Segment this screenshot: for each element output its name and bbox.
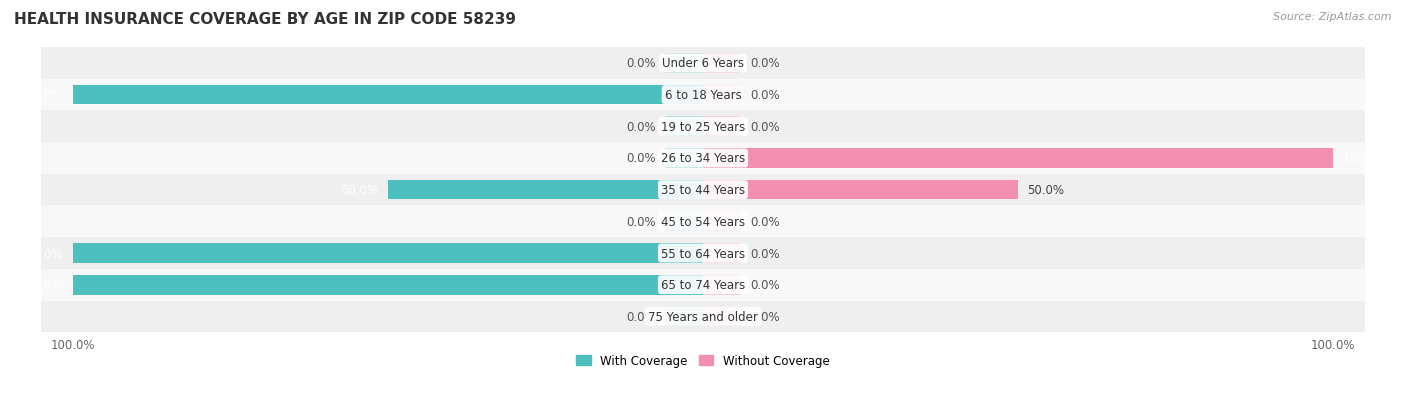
Bar bbox=[703, 244, 741, 263]
Text: 0.0%: 0.0% bbox=[751, 215, 780, 228]
Text: 55 to 64 Years: 55 to 64 Years bbox=[661, 247, 745, 260]
Bar bbox=[41, 206, 1365, 237]
Bar bbox=[703, 117, 741, 137]
Bar bbox=[665, 117, 703, 137]
Text: 50.0%: 50.0% bbox=[1028, 184, 1064, 197]
Bar bbox=[665, 212, 703, 232]
Bar bbox=[665, 180, 703, 200]
Bar bbox=[388, 180, 703, 200]
Text: 0.0%: 0.0% bbox=[626, 215, 655, 228]
Bar bbox=[73, 85, 703, 105]
Text: 100.0%: 100.0% bbox=[18, 278, 63, 292]
Text: 35 to 44 Years: 35 to 44 Years bbox=[661, 184, 745, 197]
Bar bbox=[41, 80, 1365, 111]
Bar bbox=[703, 180, 741, 200]
Bar bbox=[703, 307, 741, 326]
Text: 65 to 74 Years: 65 to 74 Years bbox=[661, 278, 745, 292]
Bar bbox=[41, 174, 1365, 206]
Text: 0.0%: 0.0% bbox=[626, 152, 655, 165]
Bar bbox=[41, 143, 1365, 174]
Bar bbox=[665, 54, 703, 74]
Text: 0.0%: 0.0% bbox=[751, 278, 780, 292]
Bar bbox=[703, 212, 741, 232]
Text: 0.0%: 0.0% bbox=[626, 310, 655, 323]
Text: Under 6 Years: Under 6 Years bbox=[662, 57, 744, 70]
Text: Source: ZipAtlas.com: Source: ZipAtlas.com bbox=[1274, 12, 1392, 22]
Bar bbox=[41, 301, 1365, 332]
Text: 0.0%: 0.0% bbox=[626, 57, 655, 70]
Text: 19 to 25 Years: 19 to 25 Years bbox=[661, 121, 745, 133]
Bar bbox=[703, 85, 741, 105]
Bar bbox=[665, 275, 703, 295]
Bar bbox=[73, 275, 703, 295]
Text: 6 to 18 Years: 6 to 18 Years bbox=[665, 89, 741, 102]
Bar bbox=[41, 48, 1365, 80]
Text: 0.0%: 0.0% bbox=[626, 121, 655, 133]
Bar bbox=[703, 180, 1018, 200]
Text: 0.0%: 0.0% bbox=[751, 89, 780, 102]
Text: HEALTH INSURANCE COVERAGE BY AGE IN ZIP CODE 58239: HEALTH INSURANCE COVERAGE BY AGE IN ZIP … bbox=[14, 12, 516, 27]
Text: 50.0%: 50.0% bbox=[342, 184, 378, 197]
Bar bbox=[703, 149, 1333, 169]
Bar bbox=[665, 149, 703, 169]
Bar bbox=[41, 269, 1365, 301]
Text: 75 Years and older: 75 Years and older bbox=[648, 310, 758, 323]
Bar bbox=[665, 85, 703, 105]
Text: 45 to 54 Years: 45 to 54 Years bbox=[661, 215, 745, 228]
Bar bbox=[703, 275, 741, 295]
Text: 100.0%: 100.0% bbox=[1343, 152, 1388, 165]
Bar bbox=[41, 237, 1365, 269]
Bar bbox=[665, 244, 703, 263]
Text: 26 to 34 Years: 26 to 34 Years bbox=[661, 152, 745, 165]
Text: 0.0%: 0.0% bbox=[751, 57, 780, 70]
Text: 100.0%: 100.0% bbox=[18, 89, 63, 102]
Text: 0.0%: 0.0% bbox=[751, 310, 780, 323]
Text: 0.0%: 0.0% bbox=[751, 121, 780, 133]
Text: 0.0%: 0.0% bbox=[751, 247, 780, 260]
Text: 100.0%: 100.0% bbox=[18, 247, 63, 260]
Bar bbox=[73, 244, 703, 263]
Bar bbox=[703, 54, 741, 74]
Bar bbox=[41, 111, 1365, 143]
Bar bbox=[703, 149, 741, 169]
Legend: With Coverage, Without Coverage: With Coverage, Without Coverage bbox=[572, 350, 834, 372]
Bar bbox=[665, 307, 703, 326]
